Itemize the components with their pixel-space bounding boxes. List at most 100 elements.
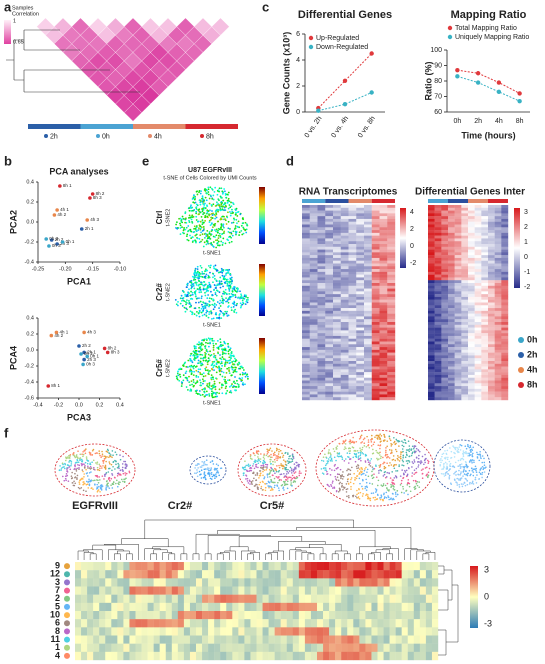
- cell-dot: [364, 487, 366, 490]
- cell-dot: [404, 469, 406, 472]
- heatmap-cell: [448, 294, 455, 298]
- heatmap-cell: [501, 335, 509, 339]
- cell-dot: [263, 469, 266, 471]
- cell-dot: [212, 281, 214, 284]
- heatmap-cell: [468, 308, 475, 312]
- heatmap-cell: [371, 257, 380, 261]
- cell-dot: [232, 305, 235, 308]
- data-point: [90, 192, 95, 196]
- cell-dot: [327, 458, 330, 460]
- heatmap-cell: [364, 313, 372, 317]
- heatmap-cell: [356, 330, 365, 334]
- cell-dot: [420, 469, 423, 471]
- cell-dot: [179, 375, 182, 378]
- cell-dot: [208, 393, 211, 395]
- heatmap-cell: [481, 241, 489, 245]
- heatmap-cell: [379, 358, 388, 362]
- heatmap-cell: [317, 322, 326, 325]
- heatmap-cell: [356, 246, 365, 250]
- heatmap-cell: [317, 266, 326, 270]
- heatmap-cell: [348, 266, 357, 270]
- heatmap-cell: [333, 330, 341, 334]
- heatmap-cell: [379, 391, 388, 395]
- heatmap-cell: [434, 263, 442, 267]
- cell-dot: [111, 474, 114, 476]
- cell-dot: [226, 310, 229, 313]
- cell-dot: [325, 463, 328, 465]
- cell-dot: [67, 480, 70, 482]
- cell-dot: [227, 211, 229, 214]
- cell-dot: [207, 242, 209, 245]
- cell-dot: [215, 216, 218, 219]
- cell-dot: [235, 207, 238, 210]
- cell-dot: [82, 481, 85, 483]
- cell-dot: [327, 484, 329, 486]
- heatmap-cell: [454, 355, 462, 359]
- group-strip: [468, 199, 488, 203]
- cell-dot: [407, 466, 410, 469]
- heatmap-cell: [428, 327, 435, 331]
- cell-dot: [416, 484, 419, 487]
- heatmap-cell: [379, 347, 388, 351]
- cell-dot: [213, 306, 216, 308]
- heatmap-cell: [481, 227, 489, 231]
- cell-dot: [238, 231, 241, 234]
- cell-dot: [208, 475, 211, 477]
- heatmap-cell: [333, 333, 341, 337]
- cell-dot: [266, 473, 269, 475]
- cell-dot: [324, 464, 327, 467]
- cell-dot: [201, 210, 204, 213]
- cell-dot: [79, 453, 82, 456]
- cell-dot: [424, 453, 426, 456]
- cell-dot: [215, 230, 217, 233]
- heatmap-cell: [302, 238, 310, 242]
- heatmap-cell: [428, 221, 435, 225]
- cell-dot: [392, 465, 395, 467]
- cell-dot: [82, 453, 85, 456]
- cell-dot: [278, 466, 281, 469]
- cell-dot: [204, 356, 207, 359]
- cell-dot: [194, 201, 197, 204]
- cell-dot: [212, 396, 215, 399]
- cell-dot: [412, 447, 415, 450]
- cell-dot: [271, 468, 274, 470]
- cell-dot: [268, 485, 270, 488]
- cell-dot: [228, 366, 230, 369]
- cell-dot: [380, 455, 382, 458]
- cell-dot: [203, 468, 206, 471]
- cell-dot: [92, 488, 94, 491]
- cell-dot: [284, 475, 287, 477]
- cell-dot: [97, 481, 100, 484]
- heatmap-cell: [501, 397, 509, 401]
- heatmap-cell: [371, 244, 380, 247]
- heatmap-cell: [434, 230, 442, 234]
- cell-dot: [69, 459, 72, 462]
- heatmap-cell: [340, 313, 349, 317]
- cell-dot: [415, 450, 417, 453]
- chart-title: PCA analyses: [49, 166, 108, 176]
- heatmap-cell: [379, 302, 388, 306]
- cell-dot: [218, 365, 220, 368]
- cell-dot: [233, 370, 236, 372]
- cell-dot: [235, 304, 238, 307]
- cell-dot: [236, 225, 239, 228]
- heatmap-cell: [387, 246, 396, 250]
- heatmap-cell: [494, 394, 502, 398]
- cell-dot: [216, 301, 219, 303]
- cell-dot: [337, 490, 340, 493]
- heatmap-cell: [448, 277, 455, 281]
- heatmap-cell: [371, 232, 380, 236]
- cell-dot: [215, 294, 218, 297]
- heatmap-cell: [441, 322, 449, 325]
- heatmap-cell: [448, 361, 455, 364]
- heatmap-cell: [494, 363, 502, 367]
- heatmap-cell: [481, 369, 489, 373]
- heatmap-cell: [371, 347, 380, 351]
- heatmap-cell: [379, 363, 388, 367]
- heatmap-cell: [379, 305, 388, 309]
- cell-dot: [361, 495, 364, 497]
- heatmap-cell: [325, 310, 334, 314]
- cell-dot: [375, 488, 378, 491]
- heatmap-cell: [333, 277, 341, 281]
- heatmap-cell: [428, 372, 435, 376]
